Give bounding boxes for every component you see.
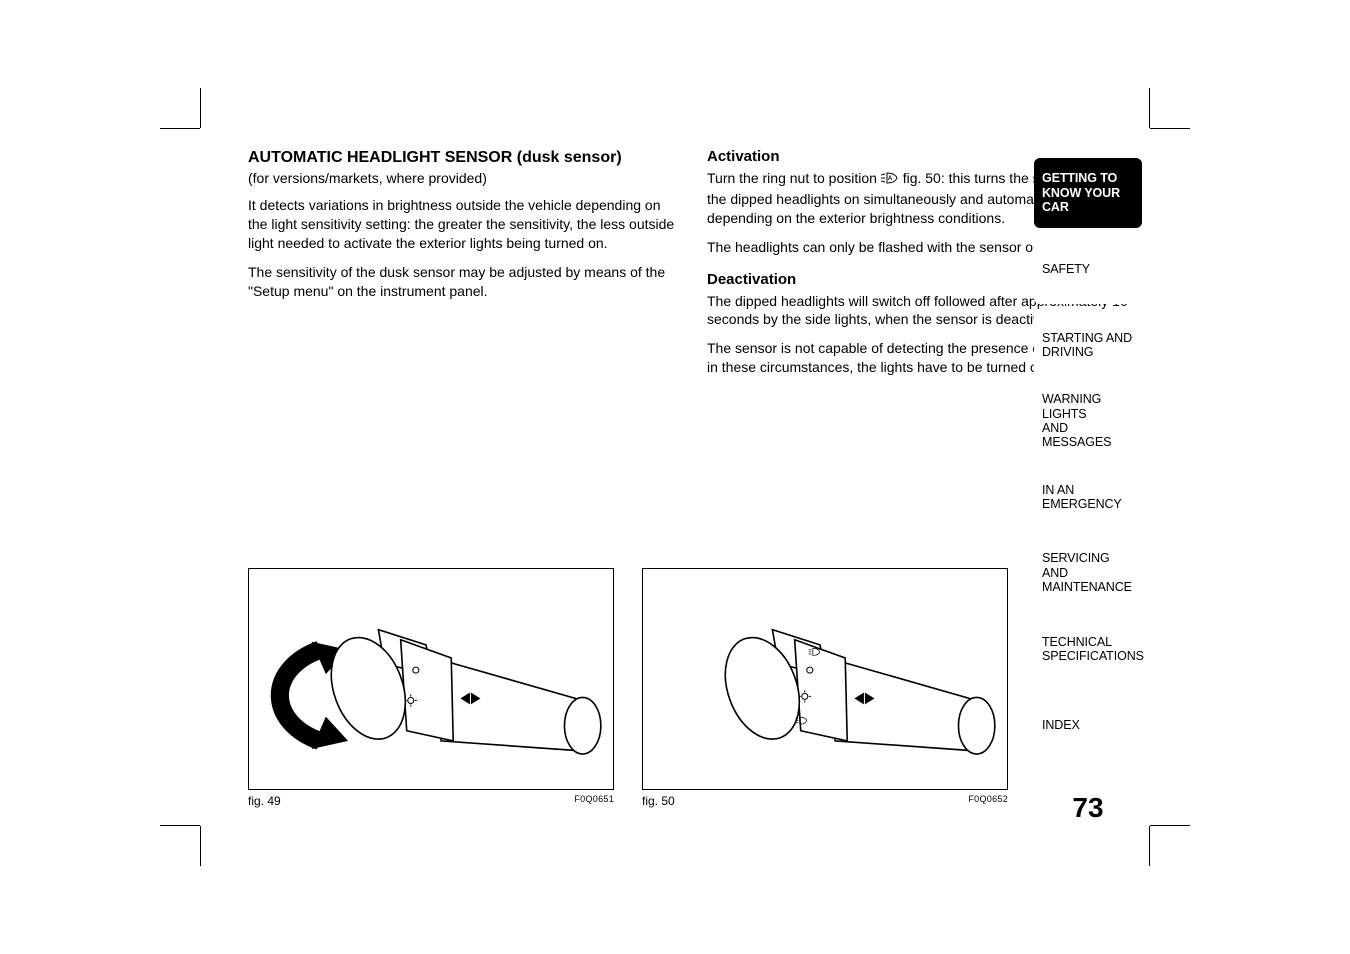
nav-tab-line1: TECHNICAL — [1042, 635, 1134, 649]
figure-caption: fig. 50 F0Q0652 — [642, 794, 1008, 808]
nav-tab-line2: DRIVING — [1042, 345, 1134, 359]
figure-code: F0Q0652 — [968, 794, 1008, 808]
figure-label: fig. 50 — [642, 794, 675, 808]
figure-code: F0Q0651 — [574, 794, 614, 808]
nav-tab-line1: STARTING AND — [1042, 331, 1134, 345]
figure-frame — [642, 568, 1008, 790]
crop-mark — [1149, 88, 1150, 128]
body-paragraph: It detects variations in brightness outs… — [248, 196, 679, 253]
body-text: Turn the ring nut to position — [707, 170, 881, 186]
crop-mark — [200, 826, 201, 866]
svg-text:A: A — [888, 176, 893, 182]
nav-tab-line2: AND MESSAGES — [1042, 421, 1134, 450]
nav-tab-line1: GETTING TO — [1042, 171, 1134, 185]
crop-mark — [1150, 825, 1190, 826]
page-number: 73 — [1034, 792, 1142, 824]
nav-tab-line2: SPECIFICATIONS — [1042, 649, 1134, 663]
crop-mark — [160, 128, 200, 129]
nav-tab-starting-driving[interactable]: STARTING AND DRIVING — [1034, 310, 1142, 380]
auto-headlight-icon: A — [881, 171, 899, 190]
nav-tab-line1: WARNING LIGHTS — [1042, 392, 1134, 421]
crop-mark — [1150, 128, 1190, 129]
nav-tab-index[interactable]: INDEX — [1034, 690, 1142, 760]
nav-tab-line1: SERVICING AND — [1042, 551, 1134, 580]
figure-caption: fig. 49 F0Q0651 — [248, 794, 614, 808]
page-content: AUTOMATIC HEADLIGHT SENSOR (dusk sensor)… — [248, 148, 1138, 808]
side-nav-tabs: GETTING TO KNOW YOUR CAR SAFETY STARTING… — [1034, 158, 1142, 766]
text-columns: AUTOMATIC HEADLIGHT SENSOR (dusk sensor)… — [248, 148, 1138, 387]
crop-mark — [1149, 826, 1150, 866]
nav-tab-know-your-car[interactable]: GETTING TO KNOW YOUR CAR — [1034, 158, 1142, 228]
nav-tab-line1: IN AN EMERGENCY — [1042, 483, 1134, 512]
figure-50: fig. 50 F0Q0652 — [642, 568, 1008, 808]
nav-tab-technical[interactable]: TECHNICAL SPECIFICATIONS — [1034, 614, 1142, 684]
crop-mark — [160, 825, 200, 826]
figure-frame — [248, 568, 614, 790]
stalk-illustration — [643, 569, 1007, 790]
figure-label: fig. 49 — [248, 794, 281, 808]
stalk-illustration — [249, 569, 613, 790]
nav-tab-line2: KNOW YOUR CAR — [1042, 186, 1134, 215]
nav-tab-line2: MAINTENANCE — [1042, 580, 1134, 594]
nav-tab-line1: INDEX — [1042, 718, 1134, 732]
crop-mark — [200, 88, 201, 128]
nav-tab-safety[interactable]: SAFETY — [1034, 234, 1142, 304]
nav-tab-line1: SAFETY — [1042, 262, 1134, 276]
figure-49: fig. 49 F0Q0651 — [248, 568, 614, 808]
nav-tab-emergency[interactable]: IN AN EMERGENCY — [1034, 462, 1142, 532]
body-paragraph: The sensitivity of the dusk sensor may b… — [248, 263, 679, 301]
column-left: AUTOMATIC HEADLIGHT SENSOR (dusk sensor)… — [248, 148, 679, 387]
section-title: AUTOMATIC HEADLIGHT SENSOR (dusk sensor) — [248, 148, 679, 168]
section-subtitle: (for versions/markets, where provided) — [248, 170, 679, 186]
nav-tab-servicing[interactable]: SERVICING AND MAINTENANCE — [1034, 538, 1142, 608]
nav-tab-warning-lights[interactable]: WARNING LIGHTS AND MESSAGES — [1034, 386, 1142, 456]
figures-row: fig. 49 F0Q0651 — [248, 568, 1008, 808]
